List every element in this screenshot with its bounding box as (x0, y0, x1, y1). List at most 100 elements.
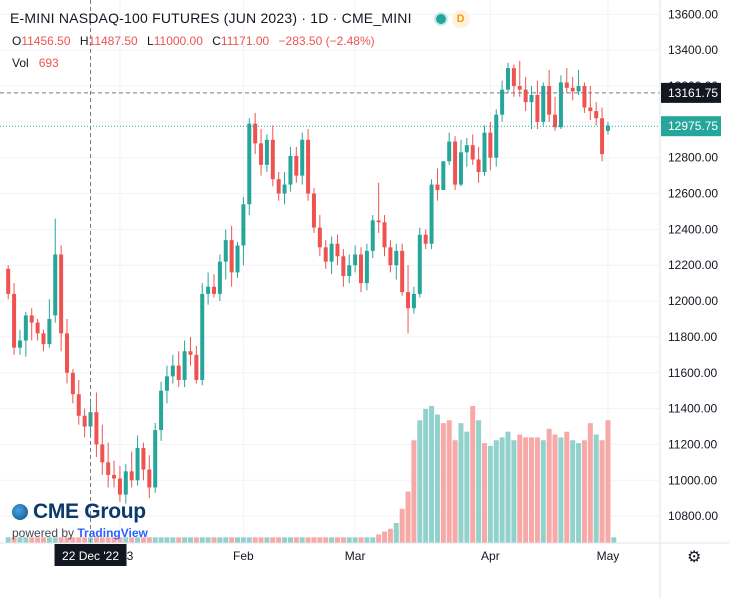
time-axis[interactable]: 2023FebMarAprMay22 Dec '22 (0, 542, 729, 566)
candle-body (529, 94, 534, 103)
delayed-badge[interactable]: D (451, 10, 470, 29)
candle (370, 215, 375, 259)
candle (453, 136, 458, 190)
candle-body (476, 159, 481, 173)
crosshair-price-box (661, 82, 721, 103)
volume-bar (429, 406, 435, 543)
volume-bar (358, 537, 364, 543)
volume-bar (64, 537, 70, 543)
high-value: 11487.50 (88, 34, 138, 48)
candle-body (6, 268, 11, 294)
candle (359, 247, 363, 293)
candle (376, 182, 381, 233)
candles (6, 60, 610, 504)
cme-watermark[interactable]: CME Group powered by TradingView (12, 500, 148, 540)
volume-bar (282, 537, 288, 543)
candle (476, 146, 481, 183)
candle (441, 161, 446, 190)
candle (447, 132, 452, 165)
candle (176, 351, 181, 388)
candle (235, 241, 240, 278)
candle (200, 283, 205, 386)
candle (311, 188, 316, 233)
candle (29, 308, 34, 341)
candle-body (29, 315, 34, 323)
volume-bar (5, 537, 11, 543)
volume-legend: Vol 693 (12, 56, 59, 70)
candle (94, 392, 99, 457)
volume-bar (352, 537, 358, 543)
candle-body (582, 86, 587, 108)
candle-body (376, 220, 381, 223)
candle (288, 146, 293, 192)
candle (217, 254, 222, 302)
volume-bar (217, 537, 223, 543)
price-axis[interactable]: 10800.00 11000.00 11200.00 11400.00 11600.00… (659, 0, 721, 599)
candle (335, 234, 340, 266)
price-tick-label: 13400.00 (668, 43, 718, 57)
candle (506, 62, 510, 94)
candle (206, 272, 211, 305)
last-price-box (661, 116, 721, 137)
low-label: L (147, 34, 154, 48)
candle-body (106, 462, 111, 475)
candle-body (117, 478, 122, 495)
candle (529, 86, 534, 130)
candle-body (253, 123, 258, 144)
open-value: 11456.50 (21, 34, 71, 48)
volume-bar (611, 537, 617, 543)
symbol-title[interactable]: E-MINI NASDAQ-100 FUTURES (JUN 2023) · 1… (10, 10, 412, 26)
candle (406, 265, 411, 334)
price-tick-label: 12400.00 (668, 222, 718, 236)
volume-bar (464, 431, 470, 543)
candle (164, 365, 169, 404)
volume-bar (170, 537, 176, 543)
candle-body (53, 254, 58, 316)
candle-body (506, 68, 510, 90)
volume-bar (505, 431, 511, 543)
volume-bar (58, 537, 64, 543)
candle-body (394, 250, 399, 266)
price-tick-label: 13600.00 (668, 7, 718, 21)
volume-bar (182, 537, 188, 543)
candle-body (441, 161, 446, 190)
volume-bar (452, 440, 458, 543)
open-label: O (12, 34, 22, 48)
crosshair-price-label: 13161.75 (668, 86, 718, 100)
candle-body (76, 394, 81, 416)
low-value: 11000.00 (153, 34, 203, 48)
candle (117, 465, 122, 502)
close-value: 11171.00 (220, 34, 270, 48)
candle (6, 265, 11, 300)
candle-body (270, 139, 275, 180)
volume-bar (311, 537, 317, 543)
candle-body (182, 351, 187, 380)
candle (458, 139, 463, 187)
volume-bar (523, 437, 529, 543)
candle-body (535, 94, 540, 122)
volume-bar (258, 537, 264, 543)
price-tick-label: 10800.00 (668, 509, 718, 523)
volume-bar (164, 537, 170, 543)
gear-icon[interactable]: ⚙ (687, 549, 702, 566)
volume-bar (576, 443, 582, 543)
candle (82, 408, 87, 438)
candle (547, 69, 552, 122)
candle-body (411, 293, 416, 309)
candle (35, 318, 40, 341)
candle-body (335, 243, 340, 257)
candle-body (600, 118, 605, 155)
candle (558, 75, 563, 130)
candle-body (423, 234, 428, 244)
volume-bar (187, 537, 193, 543)
candle-body (388, 247, 393, 266)
candle-body (188, 351, 193, 355)
volume-bar (135, 537, 141, 543)
candle-body (511, 68, 516, 87)
candle-body (370, 220, 375, 251)
candle-body (159, 390, 164, 431)
candle (417, 227, 422, 298)
candle (170, 354, 175, 384)
candle (259, 129, 264, 176)
